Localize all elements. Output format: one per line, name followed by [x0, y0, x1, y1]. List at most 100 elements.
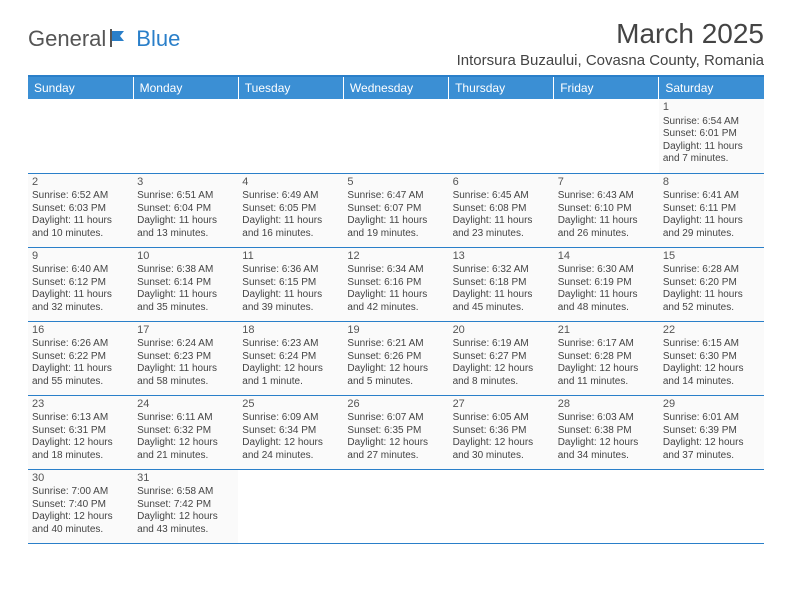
calendar-day-cell: 12Sunrise: 6:34 AMSunset: 6:16 PMDayligh… [343, 247, 448, 321]
sunset-text: Sunset: 6:35 PM [347, 425, 444, 438]
calendar-day-cell: 15Sunrise: 6:28 AMSunset: 6:20 PMDayligh… [659, 247, 764, 321]
daylight-text: Daylight: 11 hours and 7 minutes. [663, 141, 760, 166]
sunrise-text: Sunrise: 6:58 AM [137, 486, 234, 499]
sunset-text: Sunset: 6:22 PM [32, 351, 129, 364]
daylight-text: Daylight: 12 hours and 24 minutes. [242, 437, 339, 462]
weekday-header: Thursday [449, 77, 554, 99]
month-title: March 2025 [457, 18, 764, 50]
daylight-text: Daylight: 11 hours and 32 minutes. [32, 289, 129, 314]
calendar-day-cell: 3Sunrise: 6:51 AMSunset: 6:04 PMDaylight… [133, 173, 238, 247]
calendar-day-cell: 5Sunrise: 6:47 AMSunset: 6:07 PMDaylight… [343, 173, 448, 247]
daylight-text: Daylight: 11 hours and 19 minutes. [347, 215, 444, 240]
sunrise-text: Sunrise: 6:34 AM [347, 264, 444, 277]
sunset-text: Sunset: 6:11 PM [663, 203, 760, 216]
daylight-text: Daylight: 12 hours and 11 minutes. [558, 363, 655, 388]
daylight-text: Daylight: 11 hours and 23 minutes. [453, 215, 550, 240]
day-number: 22 [663, 324, 760, 338]
calendar-day-cell [238, 99, 343, 173]
calendar-day-cell: 28Sunrise: 6:03 AMSunset: 6:38 PMDayligh… [554, 395, 659, 469]
day-number: 19 [347, 324, 444, 338]
day-number: 21 [558, 324, 655, 338]
calendar-day-cell: 10Sunrise: 6:38 AMSunset: 6:14 PMDayligh… [133, 247, 238, 321]
sunrise-text: Sunrise: 6:26 AM [32, 338, 129, 351]
calendar-day-cell [659, 469, 764, 543]
daylight-text: Daylight: 12 hours and 27 minutes. [347, 437, 444, 462]
sunset-text: Sunset: 6:23 PM [137, 351, 234, 364]
sunrise-text: Sunrise: 6:03 AM [558, 412, 655, 425]
sunset-text: Sunset: 6:05 PM [242, 203, 339, 216]
sunset-text: Sunset: 6:32 PM [137, 425, 234, 438]
sunrise-text: Sunrise: 6:01 AM [663, 412, 760, 425]
calendar-day-cell: 20Sunrise: 6:19 AMSunset: 6:27 PMDayligh… [449, 321, 554, 395]
weekday-header: Tuesday [238, 77, 343, 99]
day-number: 27 [453, 398, 550, 412]
location-text: Intorsura Buzaului, Covasna County, Roma… [457, 52, 764, 69]
weekday-header: Saturday [659, 77, 764, 99]
daylight-text: Daylight: 11 hours and 45 minutes. [453, 289, 550, 314]
sunset-text: Sunset: 6:30 PM [663, 351, 760, 364]
calendar-day-cell: 27Sunrise: 6:05 AMSunset: 6:36 PMDayligh… [449, 395, 554, 469]
sunrise-text: Sunrise: 6:24 AM [137, 338, 234, 351]
sunset-text: Sunset: 6:03 PM [32, 203, 129, 216]
sunrise-text: Sunrise: 6:15 AM [663, 338, 760, 351]
day-number: 8 [663, 176, 760, 190]
sunset-text: Sunset: 6:28 PM [558, 351, 655, 364]
calendar-day-cell [343, 469, 448, 543]
calendar-day-cell [133, 99, 238, 173]
calendar-day-cell: 11Sunrise: 6:36 AMSunset: 6:15 PMDayligh… [238, 247, 343, 321]
sunrise-text: Sunrise: 6:07 AM [347, 412, 444, 425]
sunrise-text: Sunrise: 6:36 AM [242, 264, 339, 277]
sunset-text: Sunset: 6:04 PM [137, 203, 234, 216]
sunrise-text: Sunrise: 6:28 AM [663, 264, 760, 277]
sunset-text: Sunset: 6:19 PM [558, 277, 655, 290]
daylight-text: Daylight: 11 hours and 42 minutes. [347, 289, 444, 314]
sunset-text: Sunset: 6:08 PM [453, 203, 550, 216]
daylight-text: Daylight: 11 hours and 16 minutes. [242, 215, 339, 240]
sunset-text: Sunset: 6:15 PM [242, 277, 339, 290]
sunset-text: Sunset: 6:39 PM [663, 425, 760, 438]
calendar-week-row: 23Sunrise: 6:13 AMSunset: 6:31 PMDayligh… [28, 395, 764, 469]
day-number: 23 [32, 398, 129, 412]
sunset-text: Sunset: 6:16 PM [347, 277, 444, 290]
daylight-text: Daylight: 12 hours and 21 minutes. [137, 437, 234, 462]
calendar-day-cell: 1Sunrise: 6:54 AMSunset: 6:01 PMDaylight… [659, 99, 764, 173]
daylight-text: Daylight: 11 hours and 52 minutes. [663, 289, 760, 314]
calendar-day-cell: 24Sunrise: 6:11 AMSunset: 6:32 PMDayligh… [133, 395, 238, 469]
sunset-text: Sunset: 6:31 PM [32, 425, 129, 438]
sunrise-text: Sunrise: 6:32 AM [453, 264, 550, 277]
daylight-text: Daylight: 12 hours and 18 minutes. [32, 437, 129, 462]
weekday-header: Friday [554, 77, 659, 99]
sunrise-text: Sunrise: 6:43 AM [558, 190, 655, 203]
sunrise-text: Sunrise: 6:49 AM [242, 190, 339, 203]
calendar-day-cell: 4Sunrise: 6:49 AMSunset: 6:05 PMDaylight… [238, 173, 343, 247]
daylight-text: Daylight: 11 hours and 29 minutes. [663, 215, 760, 240]
day-number: 25 [242, 398, 339, 412]
daylight-text: Daylight: 12 hours and 5 minutes. [347, 363, 444, 388]
calendar-day-cell: 8Sunrise: 6:41 AMSunset: 6:11 PMDaylight… [659, 173, 764, 247]
daylight-text: Daylight: 11 hours and 13 minutes. [137, 215, 234, 240]
day-number: 1 [663, 101, 760, 115]
daylight-text: Daylight: 11 hours and 35 minutes. [137, 289, 234, 314]
calendar-day-cell: 9Sunrise: 6:40 AMSunset: 6:12 PMDaylight… [28, 247, 133, 321]
weekday-header: Monday [133, 77, 238, 99]
sunrise-text: Sunrise: 6:41 AM [663, 190, 760, 203]
sunset-text: Sunset: 6:26 PM [347, 351, 444, 364]
day-number: 12 [347, 250, 444, 264]
sunset-text: Sunset: 6:20 PM [663, 277, 760, 290]
calendar-week-row: 1Sunrise: 6:54 AMSunset: 6:01 PMDaylight… [28, 99, 764, 173]
day-number: 11 [242, 250, 339, 264]
sunset-text: Sunset: 6:12 PM [32, 277, 129, 290]
sunset-text: Sunset: 6:34 PM [242, 425, 339, 438]
day-number: 6 [453, 176, 550, 190]
calendar-day-cell: 30Sunrise: 7:00 AMSunset: 7:40 PMDayligh… [28, 469, 133, 543]
day-number: 15 [663, 250, 760, 264]
day-number: 26 [347, 398, 444, 412]
daylight-text: Daylight: 12 hours and 30 minutes. [453, 437, 550, 462]
daylight-text: Daylight: 12 hours and 14 minutes. [663, 363, 760, 388]
sunset-text: Sunset: 6:07 PM [347, 203, 444, 216]
daylight-text: Daylight: 12 hours and 34 minutes. [558, 437, 655, 462]
calendar-day-cell: 7Sunrise: 6:43 AMSunset: 6:10 PMDaylight… [554, 173, 659, 247]
day-number: 14 [558, 250, 655, 264]
daylight-text: Daylight: 12 hours and 43 minutes. [137, 511, 234, 536]
day-number: 13 [453, 250, 550, 264]
